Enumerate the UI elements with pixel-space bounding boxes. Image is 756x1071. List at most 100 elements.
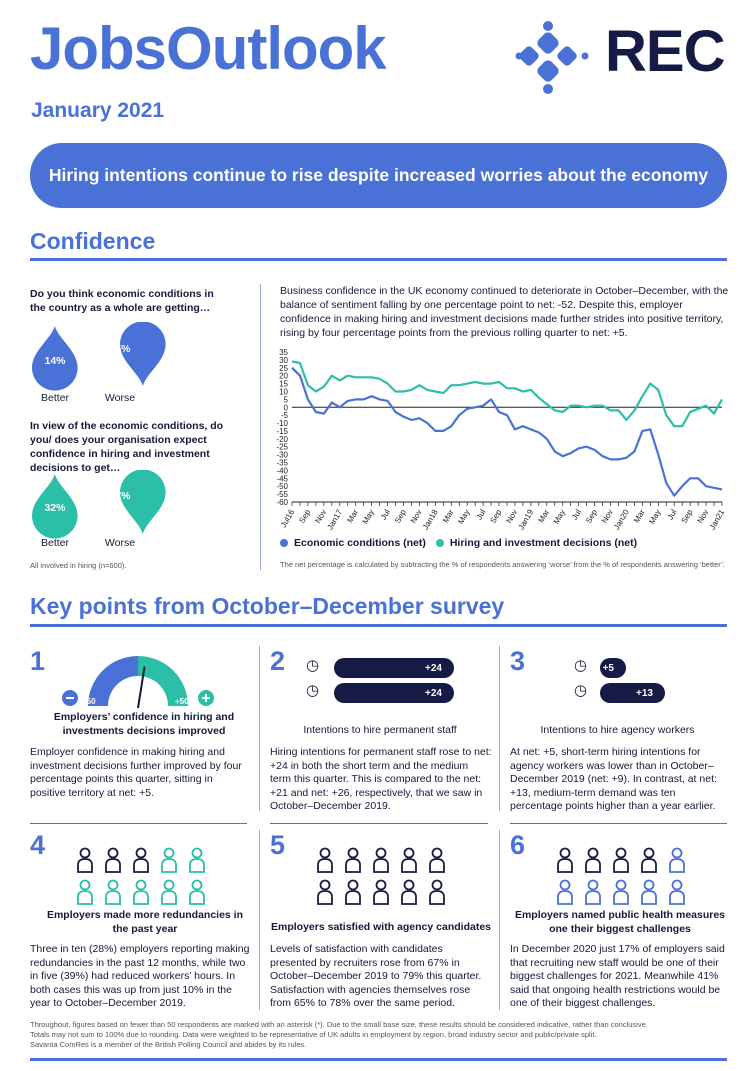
kp6-caption: Employers named public health measures o… (514, 909, 726, 935)
x-tick-label: May (647, 508, 662, 526)
y-tick-label: -15 (276, 427, 288, 436)
economic-drops (32, 322, 166, 391)
chart-legend: Economic conditions (net) Hiring and inv… (280, 537, 637, 549)
person-icon (613, 879, 629, 905)
y-tick-label: -45 (276, 474, 288, 483)
person-icon (161, 879, 177, 905)
person-icon (105, 847, 121, 873)
kp6-text: In December 2020 just 17% of employers s… (510, 943, 725, 1009)
rec-logo-text: REC (605, 19, 725, 84)
net-note: The net percentage is calculated by subt… (280, 560, 725, 569)
kp1-text: Employer confidence in making hiring and… (30, 746, 242, 799)
economic-better-value: 14% (44, 355, 66, 367)
x-tick-label: Mar (536, 508, 551, 525)
x-tick-label: Jul (379, 508, 392, 522)
question-economic: Do you think economic conditions in the … (30, 288, 214, 314)
footnotes: Throughout, figures based on fewer than … (30, 1020, 730, 1050)
kp1-caption: Employers’ confidence in hiring and inve… (53, 711, 235, 737)
question-hiring: In view of the economic conditions, do y… (30, 420, 224, 474)
legend-dot-economic (280, 539, 288, 547)
hiring-better-value: 32% (44, 502, 66, 514)
gauge-max: +50 (175, 697, 189, 706)
x-tick-label: Sep (393, 508, 408, 525)
kp2-medium-term-bar: +24 (334, 683, 454, 703)
kp2-text: Hiring intentions for permanent staff ro… (270, 746, 492, 812)
y-tick-label: -25 (276, 443, 288, 452)
x-tick-label: Mar (345, 508, 360, 525)
y-tick-label: 25 (279, 364, 288, 373)
person-icon (373, 879, 389, 905)
kp2-number: 2 (270, 646, 286, 676)
kp3-medium-term-bar: +13 (600, 683, 665, 703)
x-tick-label: May (361, 508, 376, 526)
confidence-section-title: Confidence (30, 228, 156, 254)
column-divider (259, 830, 260, 1010)
x-tick-label: Jul (570, 508, 583, 522)
legend-hiring: Hiring and investment decisions (net) (449, 537, 638, 549)
kp2-short-term-bar: +24 (334, 658, 454, 678)
headline-banner: Hiring intentions continue to rise despi… (30, 143, 727, 208)
x-tick-label: Mar (632, 508, 647, 525)
column-divider (259, 646, 260, 811)
person-icon (77, 879, 93, 905)
gauge-min: -50 (84, 697, 96, 706)
y-tick-label: 5 (284, 395, 289, 404)
x-tick-label: Jan19 (517, 508, 536, 530)
person-icon (669, 879, 685, 905)
person-icon (317, 847, 333, 873)
series-line-hiring (291, 360, 723, 428)
x-tick-label: Nov (695, 508, 710, 525)
y-tick-label: 10 (279, 387, 288, 396)
person-icon (641, 847, 657, 873)
rec-logo-mark (515, 21, 589, 94)
legend-economic: Economic conditions (net) (294, 537, 426, 549)
kp4-text: Three in ten (28%) employers reporting m… (30, 943, 250, 1009)
x-tick-label: Sep (297, 508, 312, 525)
y-tick-label: -10 (276, 419, 288, 428)
legend-dot-hiring (435, 539, 444, 547)
y-tick-label: -35 (276, 459, 288, 468)
footnote-2: Totals may not sum to 100% due to roundi… (30, 1030, 597, 1039)
person-icon (585, 847, 601, 873)
x-tick-label: Jul (666, 508, 679, 522)
x-tick-label: Mar (441, 508, 456, 525)
x-tick-label: Sep (488, 508, 503, 525)
person-icon (557, 879, 573, 905)
kp5-text: Levels of satisfaction with candidates p… (270, 943, 482, 1009)
hiring-worse-label: Worse (104, 537, 136, 549)
economic-worse-label: Worse (104, 392, 136, 404)
y-tick-label: 35 (279, 348, 288, 357)
x-tick-label: Jan20 (612, 508, 631, 530)
x-tick-label: Jan21 (708, 508, 727, 530)
clock-icon: ◷ (306, 657, 320, 674)
y-tick-label: 30 (279, 356, 288, 365)
confidence-paragraph: Business confidence in the UK economy co… (280, 285, 729, 339)
person-icon (557, 847, 573, 873)
y-tick-label: 20 (279, 372, 288, 381)
kp3-caption: Intentions to hire agency workers (540, 724, 695, 736)
row-divider (510, 823, 727, 824)
person-icon (641, 879, 657, 905)
key-points-section-title: Key points from October–December survey (30, 593, 505, 619)
economic-better-label: Better (40, 392, 69, 404)
x-tick-label: Sep (584, 508, 599, 525)
x-tick-label: Nov (313, 508, 328, 525)
person-icon (345, 879, 361, 905)
kp4-number: 4 (30, 830, 46, 860)
x-tick-label: Jan18 (421, 508, 440, 530)
x-tick-label: Jul16 (279, 508, 297, 530)
kp3-text: At net: +5, short-term hiring intentions… (510, 746, 717, 812)
y-tick-label: -40 (276, 466, 288, 475)
kp6-number: 6 (510, 830, 526, 860)
person-icon (133, 879, 149, 905)
confidence-line-chart: 35302520151050-5-10-15-20-25-30-35-40-45… (276, 348, 727, 530)
footer-divider (30, 1058, 727, 1061)
y-tick-label: -55 (276, 490, 288, 499)
x-tick-label: Nov (504, 508, 519, 525)
person-icon (317, 879, 333, 905)
section-divider (30, 258, 727, 261)
person-icon (585, 879, 601, 905)
people-icons (557, 847, 685, 905)
person-icon (105, 879, 121, 905)
clock-icon: ◷ (306, 682, 320, 699)
